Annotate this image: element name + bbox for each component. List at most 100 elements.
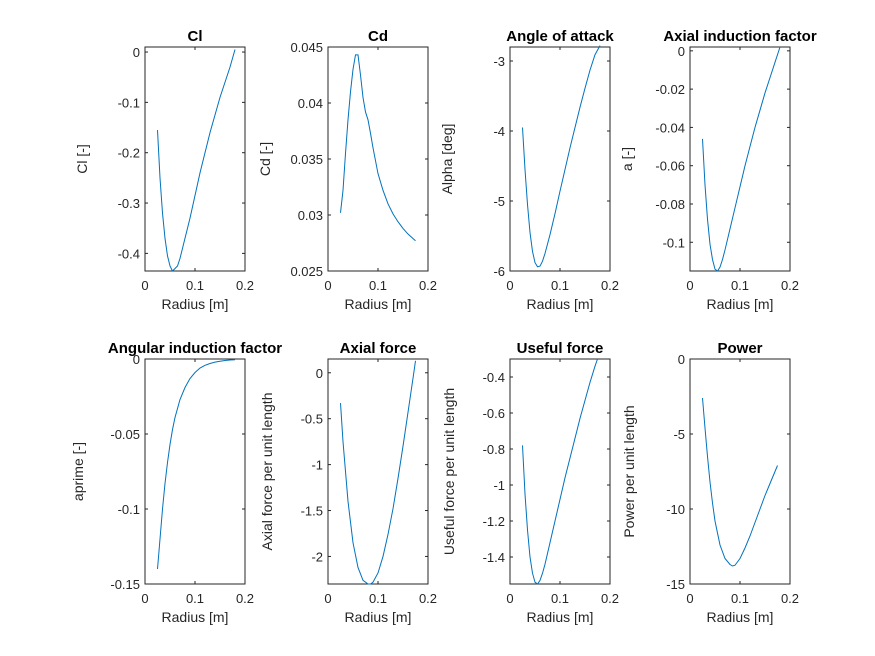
y-tick-label: 0 <box>678 352 685 367</box>
x-tick-label: 0.1 <box>551 278 569 293</box>
chart-title: Cd <box>368 28 388 45</box>
y-tick-label: -0.1 <box>118 502 140 517</box>
y-tick-label: 0.025 <box>290 264 323 279</box>
x-axis-label: Radius [m] <box>345 296 412 312</box>
y-tick-label: 0.035 <box>290 152 323 167</box>
x-axis-label: Radius [m] <box>707 609 774 625</box>
x-tick-label: 0.2 <box>601 278 619 293</box>
y-tick-label: -1 <box>493 478 505 493</box>
y-tick-label: -0.15 <box>110 577 140 592</box>
y-tick-label: -0.4 <box>118 246 140 261</box>
x-tick-label: 0.1 <box>186 591 204 606</box>
subplot-6: 0 0.1 0.2 0 -0.5 -1 -1.5 -2 Axial force Radius [m… <box>259 340 437 625</box>
x-axis-label: Radius [m] <box>527 609 594 625</box>
y-axis-label: Useful force per unit length <box>441 388 457 555</box>
x-tick-label: 0.2 <box>419 591 437 606</box>
chart-title: Useful force <box>517 340 604 357</box>
y-axis-label: Alpha [deg] <box>439 124 455 195</box>
y-tick-label: -5 <box>673 427 685 442</box>
x-tick-label: 0.1 <box>369 591 387 606</box>
subplot-7: 0 0.1 0.2 -0.4 -0.6 -0.8 -1 -1.2 -1.4 Useful forc… <box>441 340 619 625</box>
x-tick-label: 0.1 <box>369 278 387 293</box>
x-tick-label: 0 <box>141 591 148 606</box>
axes-box <box>144 358 246 585</box>
data-line <box>702 46 781 272</box>
axes-box <box>509 358 611 585</box>
data-line <box>157 49 236 272</box>
y-tick-label: 0 <box>133 45 140 60</box>
y-tick-label: -6 <box>493 264 505 279</box>
y-axis-label: a [-] <box>619 147 635 171</box>
subplot-4: 0 0.1 0.2 0 -0.02 -0.04 -0.06 -0.08 -0.1 Axial in… <box>619 28 817 312</box>
chart-title: Angular induction factor <box>108 340 282 357</box>
subplot-5: 0 0.1 0.2 0 -0.05 -0.1 -0.15 Angular induction … <box>70 340 282 625</box>
chart-title: Axial force <box>340 340 417 357</box>
data-line <box>522 45 601 268</box>
y-tick-label: -1.2 <box>483 514 505 529</box>
y-tick-label: -0.1 <box>663 235 685 250</box>
y-tick-label: -3 <box>493 54 505 69</box>
data-line <box>522 358 598 585</box>
y-tick-label: 0.04 <box>298 96 323 111</box>
y-tick-label: -15 <box>666 577 685 592</box>
x-tick-label: 0.1 <box>186 278 204 293</box>
x-tick-label: 0 <box>324 591 331 606</box>
x-axis-label: Radius [m] <box>345 609 412 625</box>
data-line <box>340 54 416 242</box>
x-axis-label: Radius [m] <box>707 296 774 312</box>
chart-title: Angle of attack <box>506 28 614 45</box>
x-tick-label: 0 <box>506 591 513 606</box>
subplot-8: 0 0.1 0.2 0 -5 -10 -15 Power Radius [m] Power per… <box>621 340 799 625</box>
x-tick-label: 0.2 <box>236 278 254 293</box>
y-axis-label: aprime [-] <box>70 442 86 501</box>
data-line <box>340 360 416 585</box>
y-tick-label: -0.6 <box>483 406 505 421</box>
y-axis-label: Power per unit length <box>621 405 637 537</box>
y-tick-label: -1.4 <box>483 550 505 565</box>
y-tick-label: -0.06 <box>655 159 685 174</box>
x-tick-label: 0 <box>686 591 693 606</box>
x-tick-label: 0 <box>506 278 513 293</box>
y-tick-label: -0.04 <box>655 120 685 135</box>
axes-box <box>327 46 429 272</box>
y-tick-label: 0 <box>678 44 685 59</box>
x-tick-label: 0.2 <box>236 591 254 606</box>
x-axis-label: Radius [m] <box>162 609 229 625</box>
axes-box <box>327 358 429 585</box>
x-tick-label: 0.1 <box>731 591 749 606</box>
axes-box <box>689 46 791 272</box>
subplot-1: 0 0.1 0.2 0 -0.1 -0.2 -0.3 -0.4 Cl Radius [m] Cl [… <box>74 28 254 312</box>
subplot-2: 0 0.1 0.2 0.045 0.04 0.035 0.03 0.025 Cd Radius [… <box>257 28 437 312</box>
chart-title: Axial induction factor <box>663 28 817 45</box>
x-tick-label: 0 <box>141 278 148 293</box>
y-axis-label: Axial force per unit length <box>259 393 275 551</box>
y-tick-label: -0.2 <box>118 146 140 161</box>
y-tick-label: -4 <box>493 124 505 139</box>
x-tick-label: 0.2 <box>781 591 799 606</box>
chart-title: Cl <box>188 28 203 45</box>
x-tick-label: 0 <box>686 278 693 293</box>
x-axis-label: Radius [m] <box>162 296 229 312</box>
y-tick-label: -0.1 <box>118 95 140 110</box>
y-tick-label: -0.8 <box>483 442 505 457</box>
x-tick-label: 0.2 <box>601 591 619 606</box>
y-tick-label: -0.02 <box>655 82 685 97</box>
x-axis-label: Radius [m] <box>527 296 594 312</box>
y-tick-label: -1 <box>311 458 323 473</box>
y-tick-label: -0.3 <box>118 196 140 211</box>
data-line <box>157 359 236 570</box>
y-tick-label: -0.4 <box>483 370 505 385</box>
axes-box <box>509 46 611 272</box>
y-tick-label: -1.5 <box>301 504 323 519</box>
y-tick-label: -0.08 <box>655 197 685 212</box>
y-tick-label: 0.03 <box>298 208 323 223</box>
x-tick-label: 0.2 <box>781 278 799 293</box>
axes-box <box>144 46 246 272</box>
y-axis-label: Cd [-] <box>257 142 273 176</box>
y-tick-label: 0 <box>316 366 323 381</box>
x-tick-label: 0 <box>324 278 331 293</box>
chart-title: Power <box>717 340 762 357</box>
y-tick-label: -10 <box>666 502 685 517</box>
x-tick-label: 0.2 <box>419 278 437 293</box>
